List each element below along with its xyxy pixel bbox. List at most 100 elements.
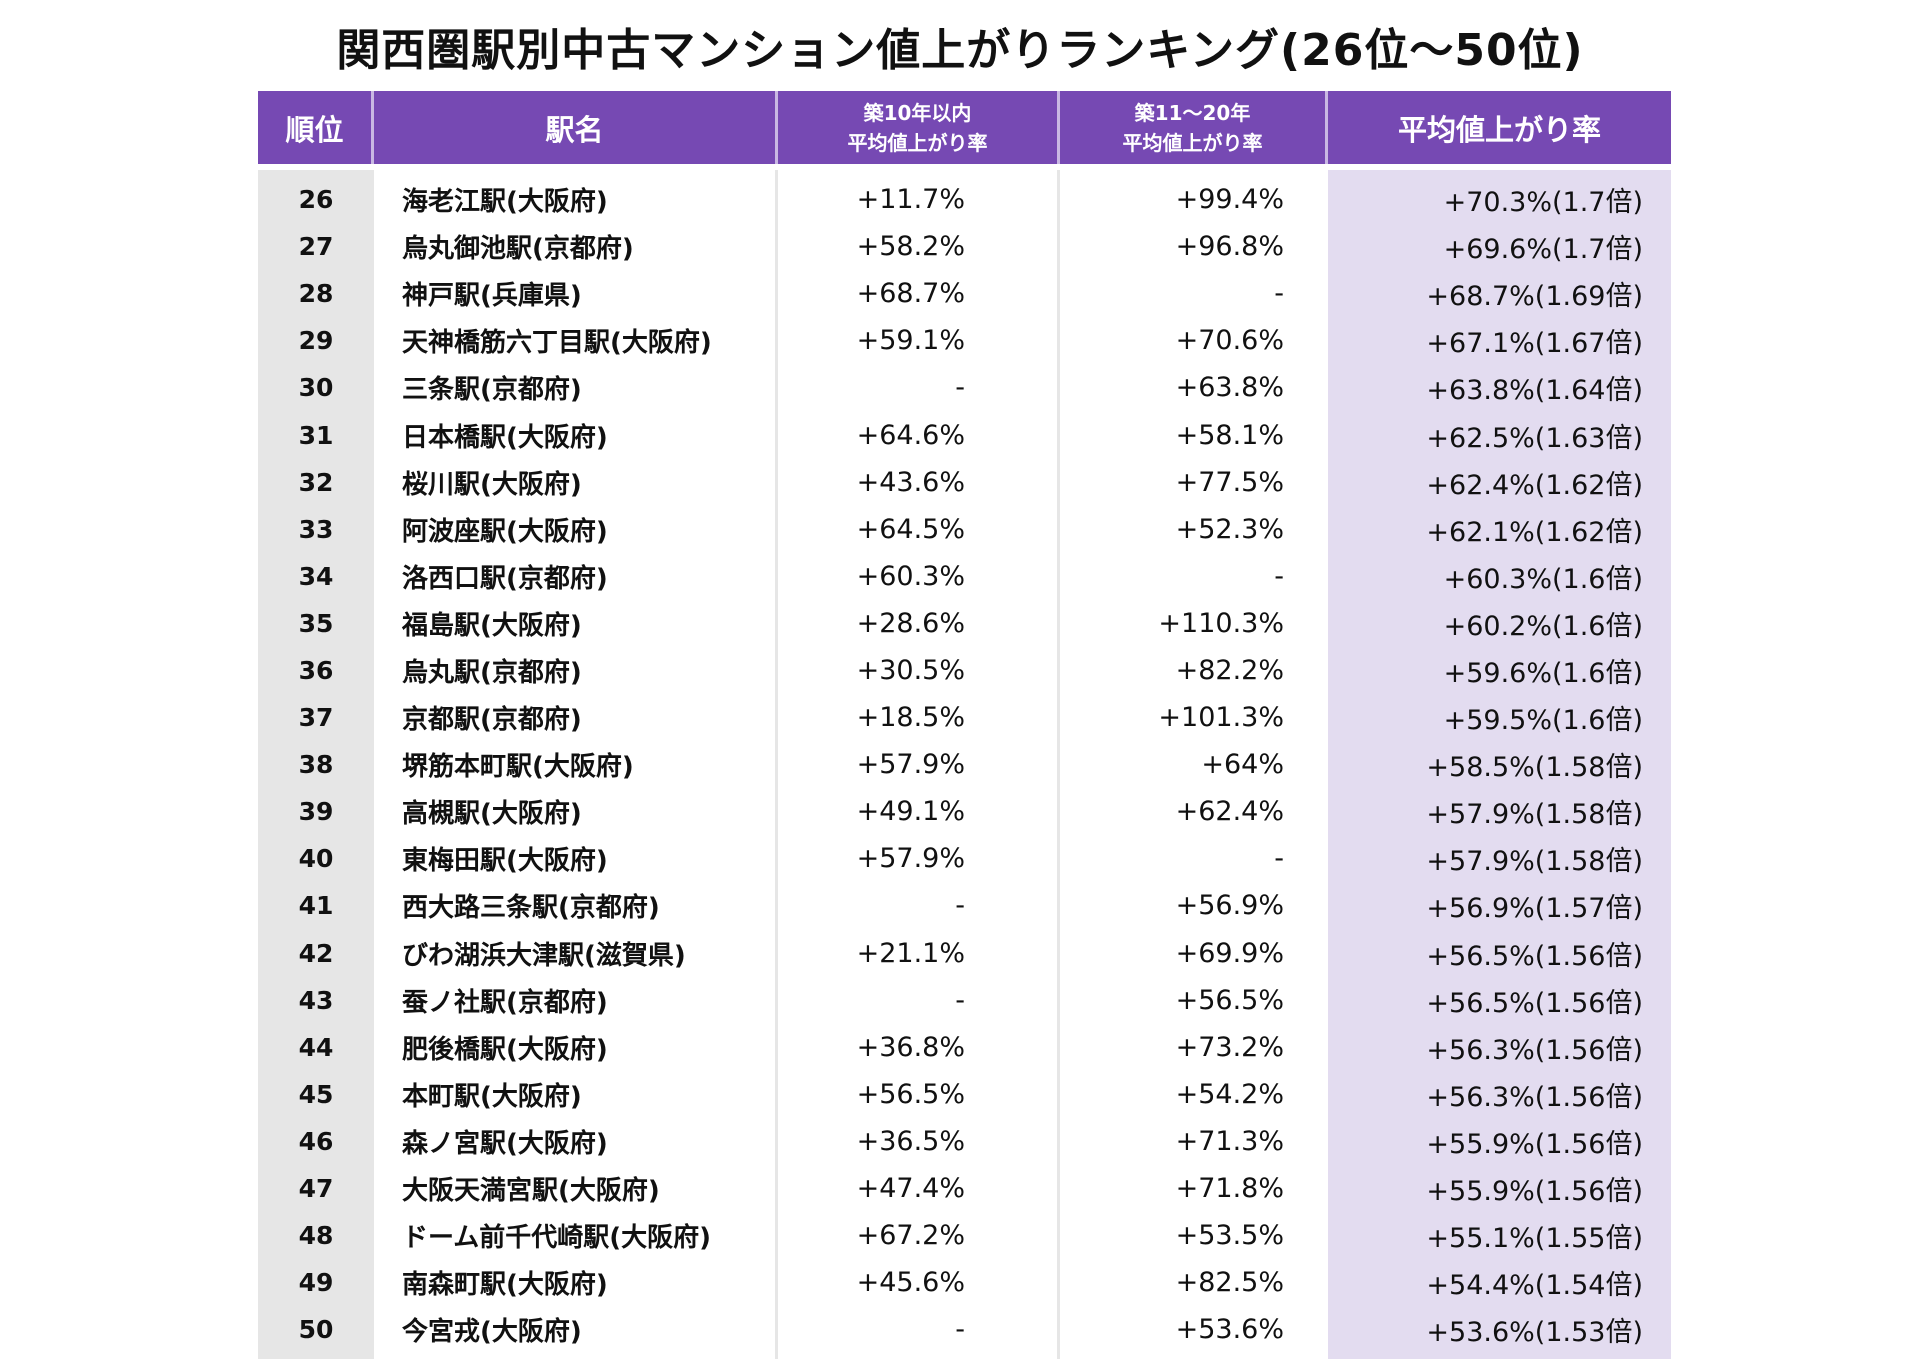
station-name: 高槻駅(大阪府) [402, 799, 582, 830]
y11to20-rate: +64% [1201, 749, 1284, 781]
y11to20-rate: +73.2% [1175, 1031, 1284, 1063]
rank-cell: 41 [298, 891, 334, 921]
average-rate: +56.3%(1.56倍) [1426, 1034, 1643, 1066]
station-name: 洛西口駅(京都府) [402, 563, 608, 594]
rank-cell: 38 [298, 750, 334, 780]
within10-rate: +68.7% [856, 278, 965, 310]
station-name: 烏丸御池駅(京都府) [402, 234, 634, 265]
average-rate: +58.5%(1.58倍) [1426, 752, 1643, 784]
station-name: 今宮戎(大阪府) [402, 1317, 582, 1348]
within10-rate: +36.5% [856, 1125, 965, 1157]
average-rate: +67.1%(1.67倍) [1426, 328, 1643, 360]
average-rate: +68.7%(1.69倍) [1426, 281, 1643, 313]
average-column: +70.3%(1.7倍) +69.6%(1.7倍) +68.7%(1.69倍) +67… [1328, 170, 1671, 1360]
station-name: 福島駅(大阪府) [402, 610, 582, 641]
average-rate: +56.5%(1.56倍) [1426, 987, 1643, 1019]
within10-rate: +28.6% [856, 607, 965, 639]
within10-rate: - [955, 890, 965, 922]
average-rate: +59.5%(1.6倍) [1443, 705, 1643, 737]
average-rate: +55.1%(1.55倍) [1426, 1223, 1643, 1255]
average-rate: +54.4%(1.54倍) [1426, 1270, 1643, 1302]
rank-cell: 30 [298, 373, 334, 403]
header-average: 平均値上がり率 [1397, 112, 1601, 147]
header-within10: 築10年以内 平均値上がり率 [778, 91, 1060, 164]
rank-cell: 32 [298, 467, 334, 497]
within10-rate: +43.6% [856, 466, 965, 498]
within10-rate: +59.1% [856, 325, 965, 357]
within10-rate: +56.5% [856, 1078, 965, 1110]
rank-cell: 45 [298, 1079, 334, 1109]
ranking-table: 順位 駅名 築10年以内 平均値上がり率 築11〜20年 平均値上がり率 平均値上が… [258, 91, 1671, 1360]
y11to20-rate: +70.6% [1175, 325, 1284, 357]
rank-cell: 42 [298, 938, 334, 968]
within10-rate: - [955, 984, 965, 1016]
y11to20-rate: +56.5% [1175, 984, 1284, 1016]
station-name: 肥後橋駅(大阪府) [402, 1034, 608, 1065]
within10-rate: +57.9% [856, 749, 965, 781]
within10-rate: +64.6% [856, 419, 965, 451]
within10-rate: +67.2% [856, 1220, 965, 1252]
average-rate: +62.5%(1.63倍) [1426, 422, 1643, 454]
y11to20-rate: +71.8% [1175, 1173, 1284, 1205]
station-name: 大阪天満宮駅(大阪府) [402, 1176, 660, 1207]
y11to20-rate: +53.6% [1175, 1314, 1284, 1346]
y11to20-rate: +101.3% [1158, 702, 1284, 734]
station-name: 桜川駅(大阪府) [402, 469, 582, 500]
within10-rate: +21.1% [856, 937, 965, 969]
station-name: 烏丸駅(京都府) [402, 657, 582, 688]
within10-rate: +30.5% [856, 654, 965, 686]
header-11to20-line2: 平均値上がり率 [1122, 130, 1263, 155]
station-name: 東梅田駅(大阪府) [402, 846, 608, 877]
y11to20-rate: +58.1% [1175, 419, 1284, 451]
station-name: 阿波座駅(大阪府) [402, 516, 608, 547]
rank-cell: 36 [298, 655, 334, 685]
rank-cell: 43 [298, 985, 334, 1015]
station-name: 日本橋駅(大阪府) [402, 422, 608, 453]
y11to20-rate: +71.3% [1175, 1125, 1284, 1157]
within10-rate: +47.4% [856, 1173, 965, 1205]
average-rate: +56.9%(1.57倍) [1426, 893, 1643, 925]
average-rate: +60.3%(1.6倍) [1443, 563, 1643, 595]
rank-column: 26 27 28 29 30 31 32 33 34 35 36 37 38 39 40 41 42 43 44 45… [258, 170, 374, 1360]
within10-rate: - [955, 1314, 965, 1346]
y11to20-rate: +69.9% [1175, 937, 1284, 969]
y11to20-rate: - [1274, 278, 1284, 310]
rank-cell: 26 [298, 185, 334, 215]
station-name: ドーム前千代崎駅(大阪府) [402, 1223, 711, 1254]
y11to20-rate: +63.8% [1175, 372, 1284, 404]
y11to20-rate: +62.4% [1175, 796, 1284, 828]
header-station: 駅名 [374, 91, 778, 164]
average-rate: +55.9%(1.56倍) [1426, 1176, 1643, 1208]
y11to20-rate: +82.5% [1175, 1267, 1284, 1299]
station-name: 海老江駅(大阪府) [402, 187, 608, 218]
within10-rate: +58.2% [856, 231, 965, 263]
header-11to20: 築11〜20年 平均値上がり率 [1060, 91, 1328, 164]
average-rate: +63.8%(1.64倍) [1426, 375, 1643, 407]
rank-cell: 48 [298, 1221, 334, 1251]
y11to20-rate: +56.9% [1175, 890, 1284, 922]
average-rate: +57.9%(1.58倍) [1426, 846, 1643, 878]
station-name: 神戸駅(兵庫県) [402, 281, 582, 312]
station-name: 本町駅(大阪府) [402, 1081, 582, 1112]
average-rate: +56.3%(1.56倍) [1426, 1081, 1643, 1113]
rank-cell: 31 [298, 420, 334, 450]
average-rate: +60.2%(1.6倍) [1443, 610, 1643, 642]
y11to20-rate: +96.8% [1175, 231, 1284, 263]
header-11to20-line1: 築11〜20年 [1134, 100, 1251, 125]
rank-cell: 34 [298, 561, 334, 591]
within10-rate: +49.1% [856, 796, 965, 828]
within10-rate: +57.9% [856, 843, 965, 875]
rank-cell: 47 [298, 1174, 334, 1204]
average-rate: +59.6%(1.6倍) [1443, 657, 1643, 689]
y11to20-column: +99.4% +96.8% - +70.6% +63.8% +58.1% +77.5% +52… [1060, 170, 1328, 1359]
average-rate: +53.6%(1.53倍) [1426, 1317, 1643, 1349]
average-rate: +55.9%(1.56倍) [1426, 1128, 1643, 1160]
table-header: 順位 駅名 築10年以内 平均値上がり率 築11〜20年 平均値上がり率 平均値上が… [258, 91, 1671, 164]
within10-rate: - [955, 372, 965, 404]
average-rate: +62.4%(1.62倍) [1426, 469, 1643, 501]
within10-rate: +11.7% [856, 184, 965, 216]
average-rate: +56.5%(1.56倍) [1426, 940, 1643, 972]
y11to20-rate: +99.4% [1175, 184, 1284, 216]
within10-rate: +60.3% [856, 560, 965, 592]
within10-rate: +36.8% [856, 1031, 965, 1063]
